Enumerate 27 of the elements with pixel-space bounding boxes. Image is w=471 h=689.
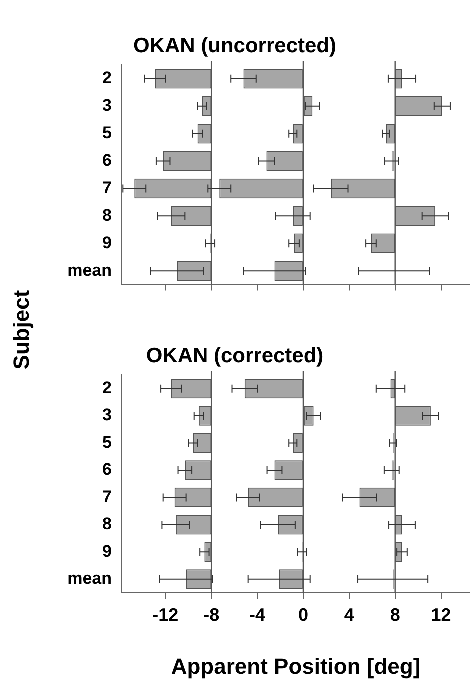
x-tick-label: -8 <box>204 604 220 625</box>
y-tick-label: 6 <box>102 460 112 480</box>
x-axis-title: Apparent Position [deg] <box>171 654 421 679</box>
y-tick-label: 6 <box>102 150 112 170</box>
y-tick-label: 9 <box>102 542 112 561</box>
x-tick-label: -12 <box>152 604 179 625</box>
y-tick-label: 5 <box>102 432 112 452</box>
y-tick-label: 5 <box>102 124 112 143</box>
x-tick-label: 4 <box>344 604 354 625</box>
y-axis-title: Subject <box>9 290 35 370</box>
y-tick-label: 2 <box>102 68 112 88</box>
x-tick-label: -4 <box>250 604 266 625</box>
y-tick-label: mean <box>68 569 112 588</box>
y-tick-label: 8 <box>102 514 112 534</box>
chart-title: OKAN (uncorrected) <box>133 34 337 58</box>
y-tick-label: 3 <box>102 406 112 425</box>
x-tick-label: 12 <box>431 604 452 625</box>
y-tick-label: 8 <box>102 206 112 225</box>
chart-title: OKAN (corrected) <box>146 344 324 368</box>
y-tick-label: 7 <box>102 178 112 198</box>
y-tick-label: 3 <box>102 96 112 116</box>
y-tick-label: mean <box>68 260 112 280</box>
y-tick-label: 9 <box>102 233 112 252</box>
x-tick-label: 0 <box>298 604 308 625</box>
y-tick-label: 7 <box>102 487 112 506</box>
x-tick-label: 8 <box>390 604 400 625</box>
y-tick-label: 2 <box>102 378 112 398</box>
